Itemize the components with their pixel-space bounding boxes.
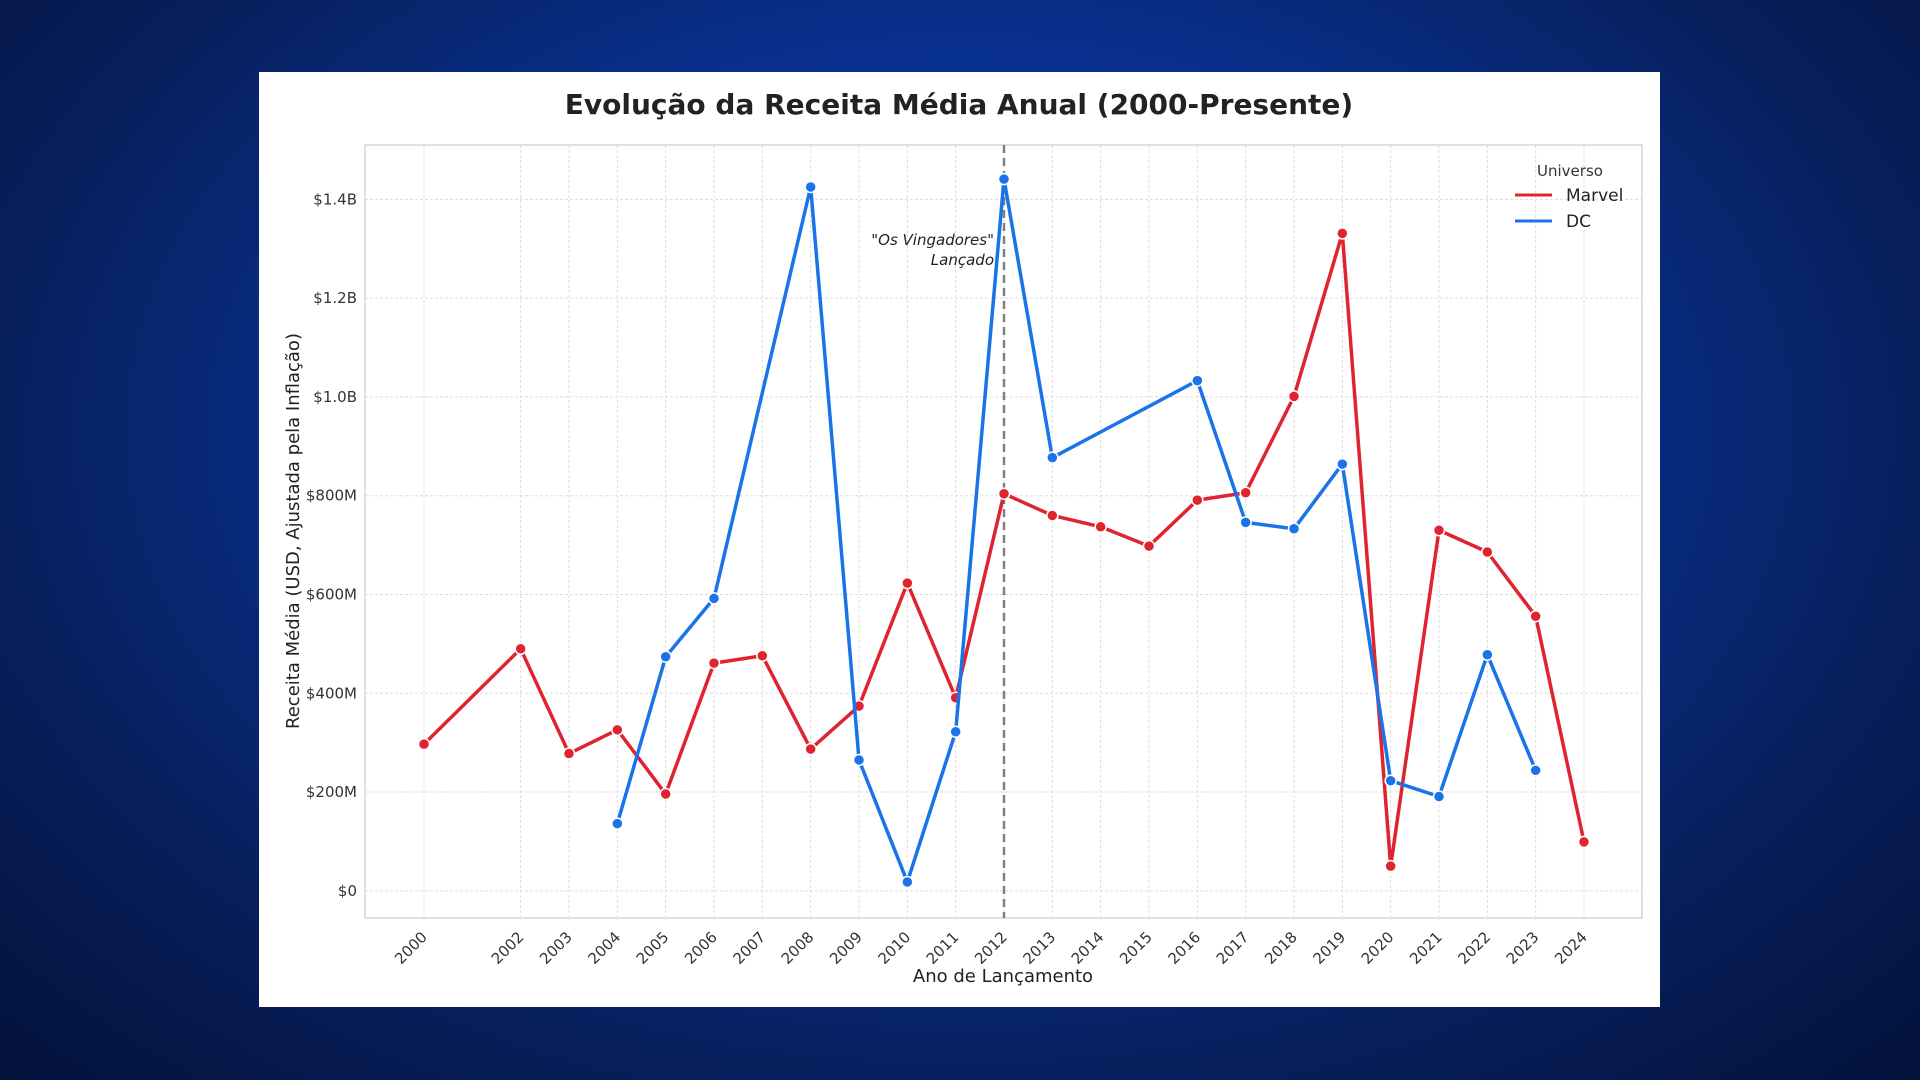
y-tick-label: $1.0B: [313, 388, 357, 406]
x-tick-label: 2006: [681, 928, 721, 968]
data-point-dc: [1046, 451, 1059, 464]
x-tick-label: 2011: [923, 928, 963, 968]
x-tick-label: 2009: [826, 928, 866, 968]
y-tick-label: $600M: [306, 585, 357, 603]
y-tick-label: $1.2B: [313, 289, 357, 307]
data-point-dc: [1384, 774, 1397, 787]
data-point-dc: [949, 725, 962, 739]
x-tick-label: 2000: [391, 928, 431, 968]
data-point-dc: [1287, 522, 1301, 536]
x-tick-label: 2010: [874, 928, 914, 968]
line-chart: Evolução da Receita Média Anual (2000-Pr…: [283, 88, 1643, 987]
data-point-marvel: [1577, 835, 1591, 849]
x-tick-label: 2002: [488, 928, 528, 968]
data-point-marvel: [997, 487, 1011, 500]
x-tick-label: 2021: [1406, 928, 1446, 968]
data-point-dc: [852, 753, 866, 767]
x-axis-label: Ano de Lançamento: [913, 966, 1093, 987]
x-tick-label: 2016: [1164, 928, 1204, 968]
data-point-marvel: [1481, 545, 1494, 559]
chart-title: Evolução da Receita Média Anual (2000-Pr…: [565, 88, 1353, 121]
data-point-marvel: [1239, 486, 1252, 499]
x-tick-label: 2015: [1116, 928, 1156, 968]
annotation-text-line1: "Os Vingadores": [871, 231, 994, 249]
data-point-marvel: [1191, 493, 1204, 507]
data-point-marvel: [417, 737, 431, 751]
y-tick-label: $800M: [306, 487, 357, 505]
data-point-marvel: [659, 787, 672, 801]
data-point-dc: [1529, 764, 1542, 777]
x-tick-label: 2020: [1358, 928, 1398, 968]
annotation-text-line2: Lançado: [931, 251, 994, 269]
x-tick-label: 2023: [1503, 928, 1543, 968]
legend-label-dc: DC: [1566, 212, 1591, 232]
data-point-marvel: [514, 642, 527, 656]
x-tick-label: 2007: [729, 928, 769, 968]
data-point-marvel: [804, 742, 817, 756]
x-tick-label: 2024: [1551, 928, 1591, 968]
x-tick-label: 2003: [536, 928, 576, 968]
data-point-dc: [1191, 374, 1204, 387]
x-tick-label: 2019: [1309, 928, 1349, 968]
x-tick-label: 2004: [584, 928, 624, 968]
data-point-marvel: [707, 656, 721, 670]
x-tick-label: 2012: [971, 928, 1011, 968]
data-point-marvel: [1046, 509, 1059, 522]
data-point-dc: [804, 180, 817, 194]
chart-card: Evolução da Receita Média Anual (2000-Pr…: [259, 72, 1660, 1007]
data-point-marvel: [562, 747, 576, 760]
data-point-dc: [659, 650, 672, 663]
series-line-marvel: [422, 231, 1586, 868]
legend: Universo Marvel DC: [1515, 162, 1623, 232]
data-point-marvel: [1432, 524, 1446, 537]
x-tick-label: 2022: [1454, 928, 1494, 968]
y-tick-label: $0: [338, 882, 357, 900]
data-point-dc: [997, 172, 1011, 186]
data-point-marvel: [1094, 520, 1107, 534]
x-tick-label: 2018: [1261, 928, 1301, 968]
series-group: [417, 172, 1591, 889]
legend-label-marvel: Marvel: [1566, 186, 1623, 206]
x-tick-label: 2008: [778, 928, 818, 968]
y-tick-label: $400M: [306, 684, 357, 702]
data-point-dc: [1336, 457, 1349, 471]
annotation-group: "Os Vingadores" Lançado: [871, 145, 1006, 918]
data-point-dc: [1239, 516, 1252, 529]
y-axis-label: Receita Média (USD, Ajustada pela Inflaç…: [283, 333, 304, 729]
y-tick-label: $200M: [306, 783, 357, 801]
data-point-marvel: [901, 576, 914, 590]
data-point-marvel: [1142, 539, 1156, 553]
x-tick-label: 2013: [1019, 928, 1059, 968]
data-point-marvel: [1287, 390, 1301, 403]
data-point-marvel: [1336, 227, 1349, 240]
data-point-marvel: [756, 649, 769, 662]
legend-title: Universo: [1537, 162, 1603, 180]
data-point-marvel: [611, 723, 624, 737]
x-tick-label: 2014: [1068, 928, 1108, 968]
y-tick-label: $1.4B: [313, 190, 357, 208]
data-point-marvel: [1384, 859, 1397, 873]
x-tick-label: 2017: [1213, 928, 1253, 968]
data-point-marvel: [1529, 609, 1542, 623]
data-point-dc: [1481, 648, 1494, 661]
data-point-dc: [1432, 790, 1446, 803]
data-point-dc: [707, 592, 721, 605]
data-point-dc: [901, 875, 914, 889]
data-point-dc: [611, 817, 624, 830]
x-tick-label: 2005: [633, 928, 673, 968]
